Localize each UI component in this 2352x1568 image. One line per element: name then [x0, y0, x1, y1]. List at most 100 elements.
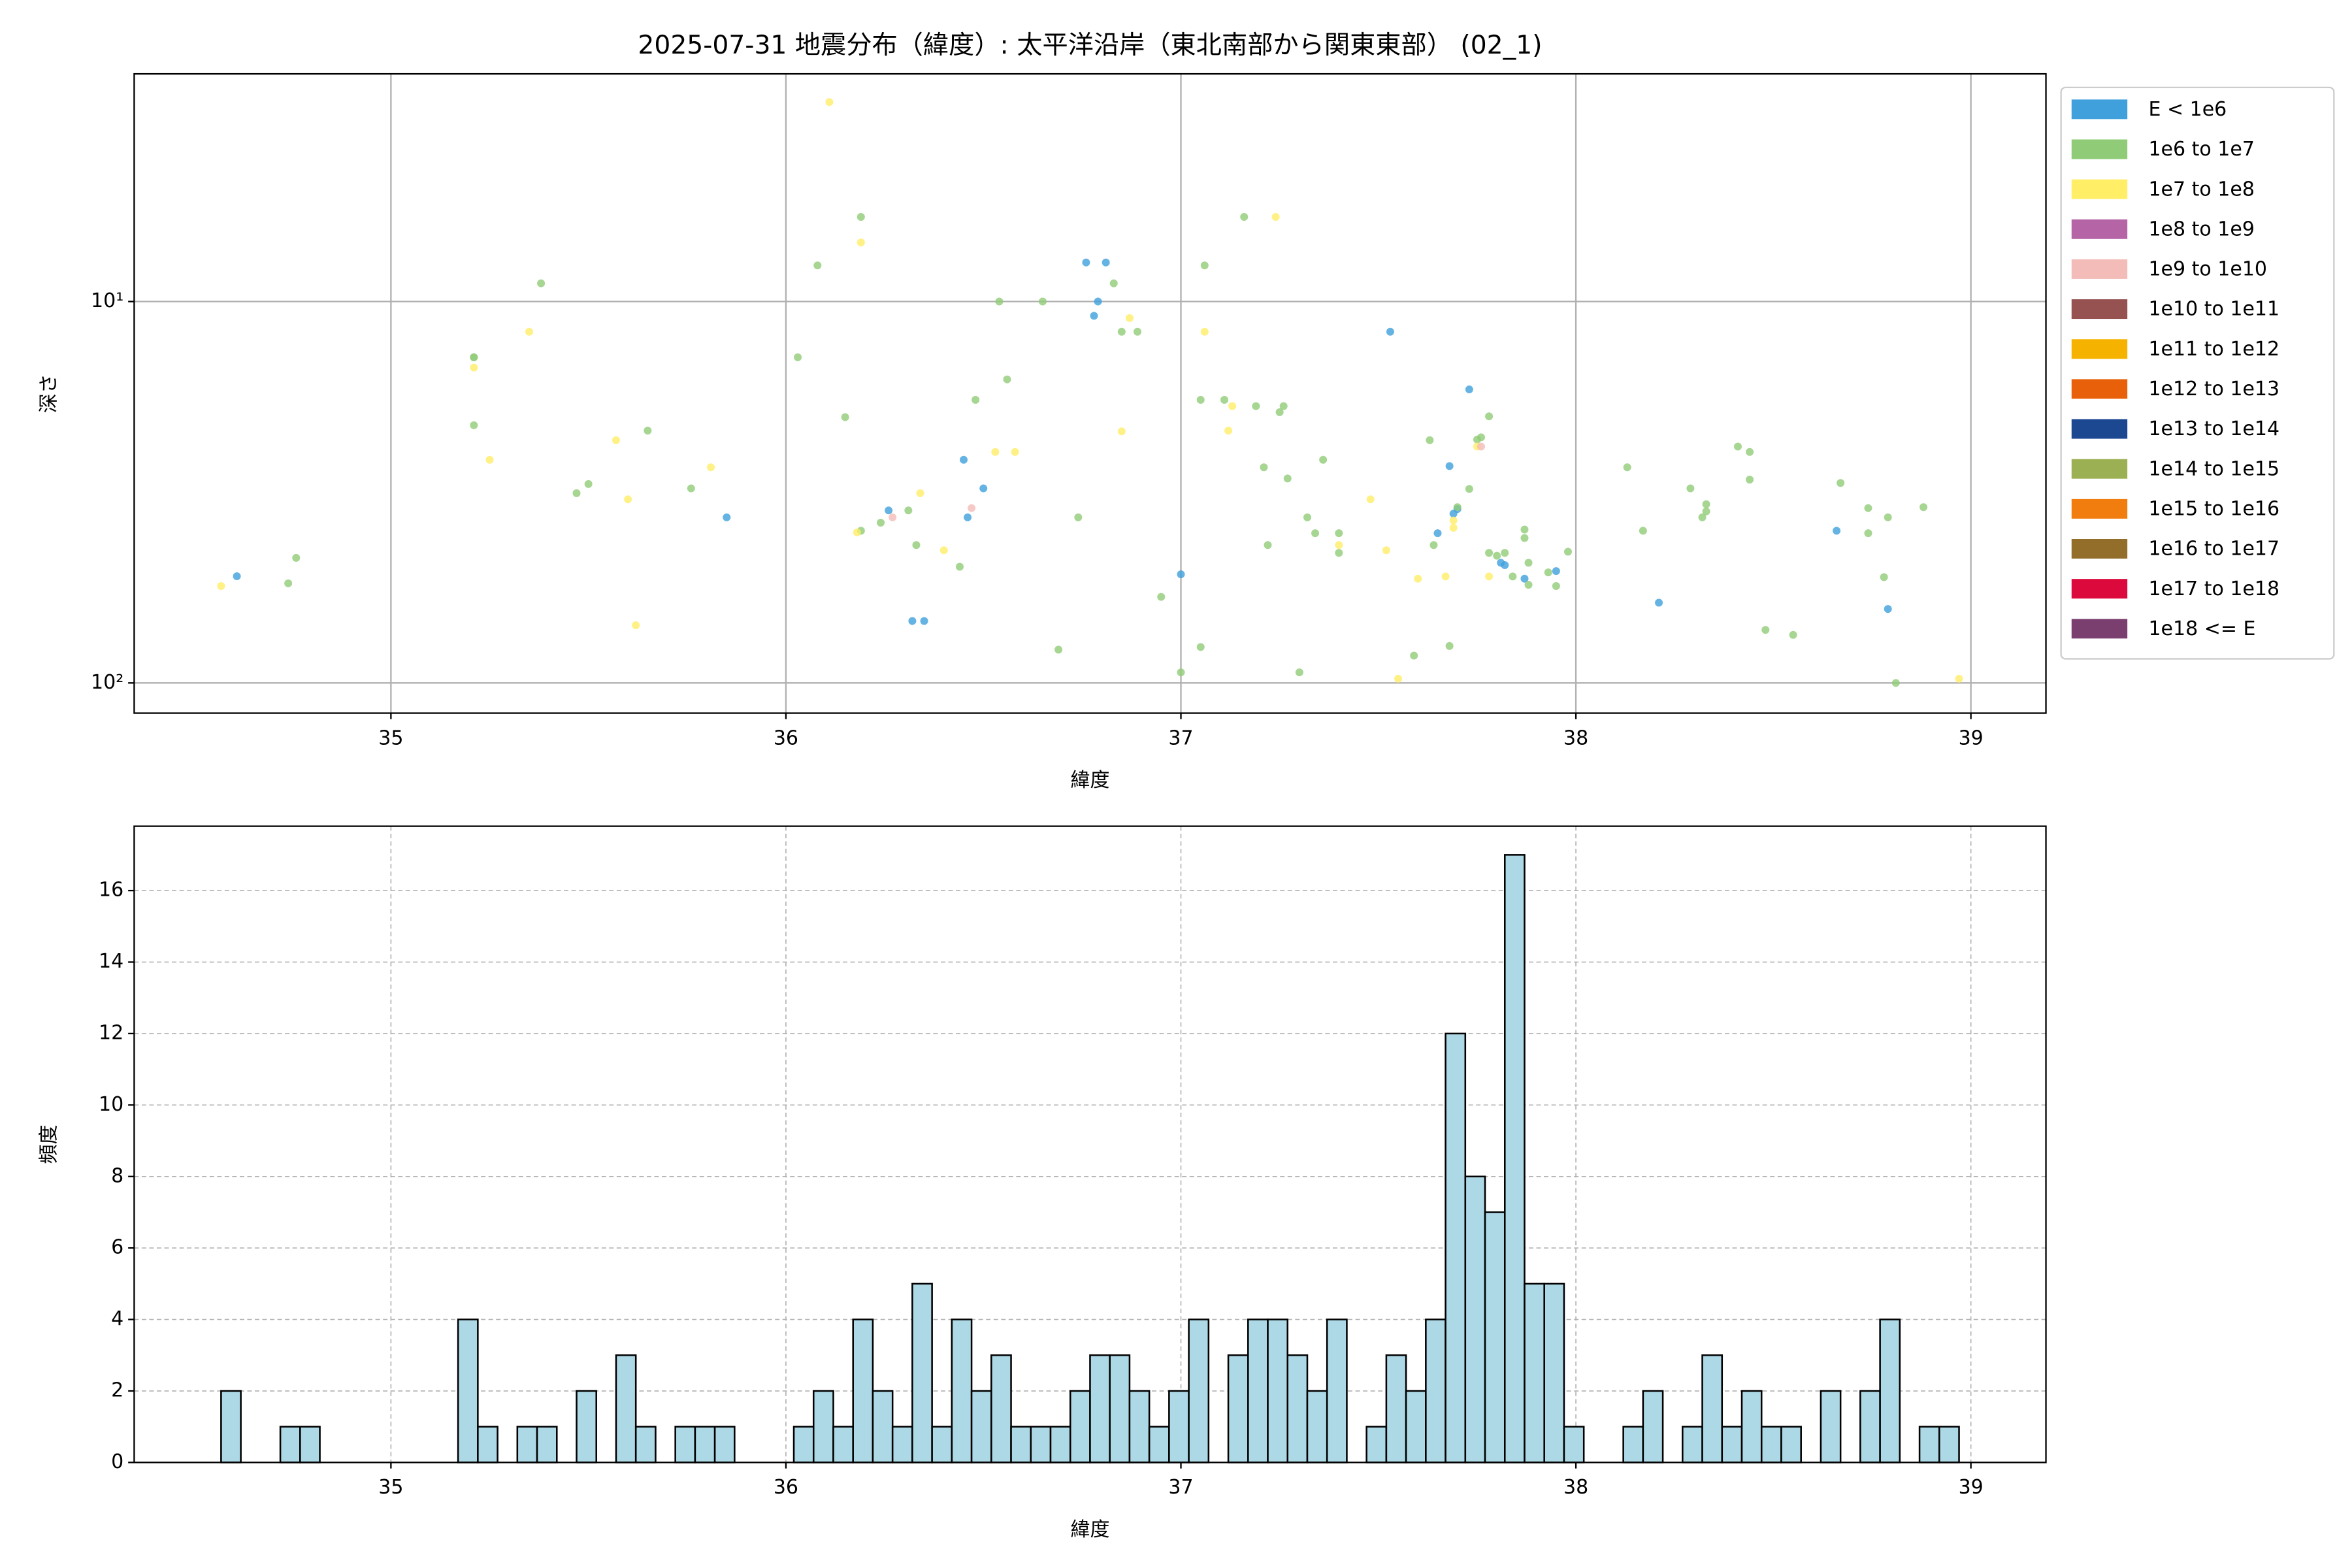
scatter-point [1698, 513, 1707, 521]
histogram-bar [1859, 1390, 1881, 1463]
scatter-point [1200, 327, 1209, 336]
legend-swatch [2071, 139, 2128, 159]
histogram-bar [990, 1354, 1012, 1463]
scatter-point [1414, 574, 1422, 583]
histogram-bar [951, 1318, 973, 1463]
scatter-point [1426, 436, 1434, 444]
legend-label: 1e14 to 1e15 [2148, 457, 2279, 480]
histogram-bar [1425, 1318, 1446, 1463]
scatter-point [1386, 327, 1394, 336]
scatter-point [1477, 442, 1485, 451]
histogram-bar [1503, 854, 1526, 1463]
scatter-point [1449, 523, 1458, 532]
scatter-point [1864, 529, 1872, 538]
x-tick-label: 39 [1959, 727, 1984, 749]
scatter-point [470, 363, 478, 372]
histogram-bar [1701, 1354, 1723, 1463]
scatter-point [1410, 651, 1418, 660]
y-tick-label: 14 [99, 950, 123, 973]
scatter-point [1429, 541, 1438, 549]
y-tick-label: 16 [99, 879, 123, 902]
histogram-bar [1445, 1032, 1467, 1463]
histogram-bar [299, 1426, 321, 1463]
legend-swatch [2071, 579, 2128, 599]
histogram-bar [911, 1282, 933, 1463]
scatter-point [1082, 258, 1090, 267]
x-axis-label: 緯度 [1070, 1518, 1109, 1541]
scatter-point [1837, 479, 1845, 487]
scatter-point [644, 427, 652, 435]
scatter-point [1789, 630, 1797, 639]
histogram-bar [1168, 1390, 1190, 1463]
legend-box [2060, 86, 2335, 660]
scatter-point [939, 546, 948, 555]
scatter-point [1109, 279, 1118, 287]
scatter-point [1919, 503, 1928, 512]
scatter-point [1864, 504, 1872, 512]
scatter-point [1283, 474, 1292, 483]
histogram-bar [852, 1318, 874, 1463]
y-tick-label: 10 [99, 1093, 123, 1116]
histogram-bar [516, 1426, 538, 1463]
scatter-point [877, 518, 885, 527]
scatter-point [979, 484, 988, 493]
scatter-point [1485, 412, 1494, 421]
legend-label: 1e9 to 1e10 [2148, 258, 2267, 281]
scatter-point [1552, 567, 1560, 576]
legend-swatch [2071, 299, 2128, 319]
y-axis-label: 頻度 [38, 1125, 61, 1164]
scatter-point [995, 297, 1004, 306]
legend-label: 1e6 to 1e7 [2148, 138, 2254, 161]
histogram-bar [832, 1426, 854, 1463]
scatter-point [972, 395, 980, 404]
scatter-point [912, 541, 921, 549]
scatter-point [723, 513, 731, 521]
scatter-point [1552, 581, 1560, 590]
y-axis-label: 深さ [38, 374, 61, 413]
scatter-point [1196, 395, 1205, 404]
legend-swatch [2071, 259, 2128, 279]
histogram-bar [674, 1426, 696, 1463]
scatter-point [1011, 448, 1019, 456]
scatter-point [955, 563, 964, 571]
legend-label: 1e17 to 1e18 [2148, 578, 2279, 600]
legend-label: 1e15 to 1e16 [2148, 498, 2279, 521]
histogram-bar [1760, 1426, 1782, 1463]
scatter-point [908, 617, 917, 625]
histogram-bar [220, 1390, 242, 1463]
scatter-point [1955, 674, 1963, 683]
histogram-bar [1740, 1390, 1763, 1463]
y-tick-label: 12 [99, 1021, 123, 1044]
scatter-point [1880, 573, 1888, 581]
scatter-point [1509, 572, 1517, 581]
scatter-point [1295, 668, 1303, 677]
histogram-bar [615, 1354, 637, 1463]
scatter-point [687, 484, 695, 493]
histogram-bar [1049, 1426, 1071, 1463]
scatter-point [1485, 572, 1494, 581]
y-tick-label: 10² [91, 671, 123, 694]
x-tick-label: 38 [1563, 1476, 1588, 1499]
legend-swatch [2071, 539, 2128, 559]
histogram-bar [792, 1426, 815, 1463]
histogram-bar [1543, 1282, 1565, 1463]
histogram-bar [1622, 1426, 1644, 1463]
scatter-point [1382, 546, 1390, 555]
y-tick-label: 6 [111, 1236, 123, 1259]
scatter-point [707, 463, 715, 472]
scatter-point [1090, 312, 1098, 320]
histogram-bar [1464, 1175, 1486, 1463]
y-tick-label: 10¹ [91, 289, 123, 312]
scatter-point [889, 513, 897, 521]
legend-swatch [2071, 179, 2128, 199]
scatter-point [1465, 485, 1473, 493]
scatter-point [1733, 442, 1742, 451]
scatter-point [1445, 462, 1454, 470]
scatter-point [1520, 525, 1529, 534]
scatter-point [1445, 642, 1454, 650]
scatter-point [1702, 507, 1710, 515]
scatter-point [991, 448, 1000, 456]
scatter-point [1054, 645, 1063, 654]
scatter-point [1177, 570, 1185, 579]
